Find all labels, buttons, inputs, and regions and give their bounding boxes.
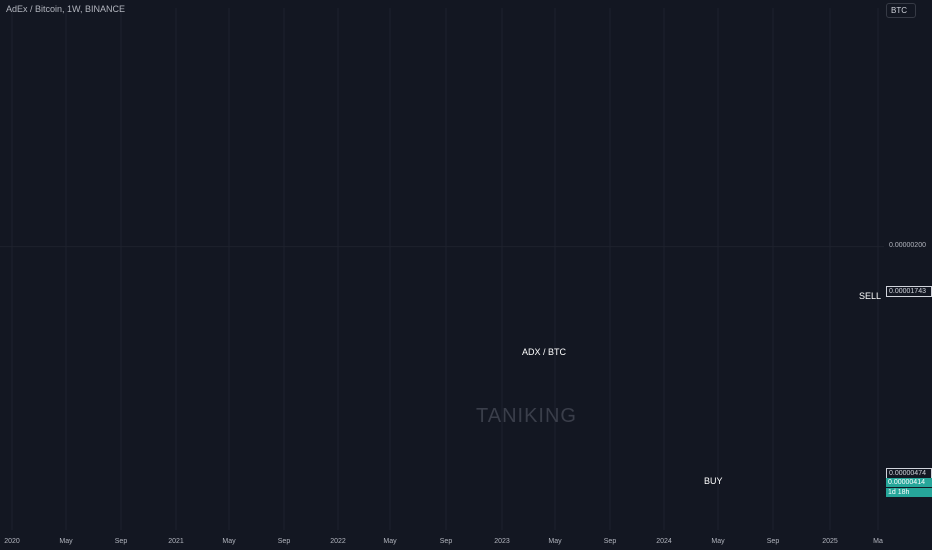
y-tick-label: 0.00000200 bbox=[889, 241, 926, 249]
x-tick-label: 2021 bbox=[168, 538, 184, 545]
x-tick-label: Sep bbox=[603, 538, 617, 545]
x-tick-label: Sep bbox=[114, 538, 128, 545]
x-tick-label: Sep bbox=[439, 538, 453, 545]
x-tick-label: May bbox=[711, 538, 725, 545]
x-tick-label: Sep bbox=[277, 538, 291, 545]
x-tick-label: 2020 bbox=[4, 538, 20, 545]
x-tick-label: 2022 bbox=[330, 538, 346, 545]
pair-annotation: ADX / BTC bbox=[522, 347, 567, 357]
x-tick-label: May bbox=[222, 538, 236, 545]
last-price-tag: 0.00000414 bbox=[886, 478, 932, 487]
sell-annotation: SELL bbox=[859, 291, 882, 301]
upper-level-tag: 0.00001743 bbox=[886, 286, 932, 297]
x-tick-label: 2023 bbox=[494, 538, 510, 545]
x-tick-label: 2025 bbox=[822, 538, 838, 545]
x-tick-label: May bbox=[383, 538, 397, 545]
x-tick-label: 2024 bbox=[656, 538, 672, 545]
chart-title: AdEx / Bitcoin, 1W, BINANCE bbox=[6, 4, 126, 14]
x-tick-label: Ma bbox=[873, 538, 883, 545]
x-tick-label: May bbox=[548, 538, 562, 545]
x-tick-label: May bbox=[59, 538, 73, 545]
currency-button[interactable]: BTC bbox=[886, 3, 916, 18]
x-tick-label: Sep bbox=[766, 538, 780, 545]
buy-annotation: BUY bbox=[704, 476, 723, 486]
watermark: TANIKING bbox=[476, 405, 577, 427]
countdown-tag: 1d 18h bbox=[886, 488, 932, 497]
